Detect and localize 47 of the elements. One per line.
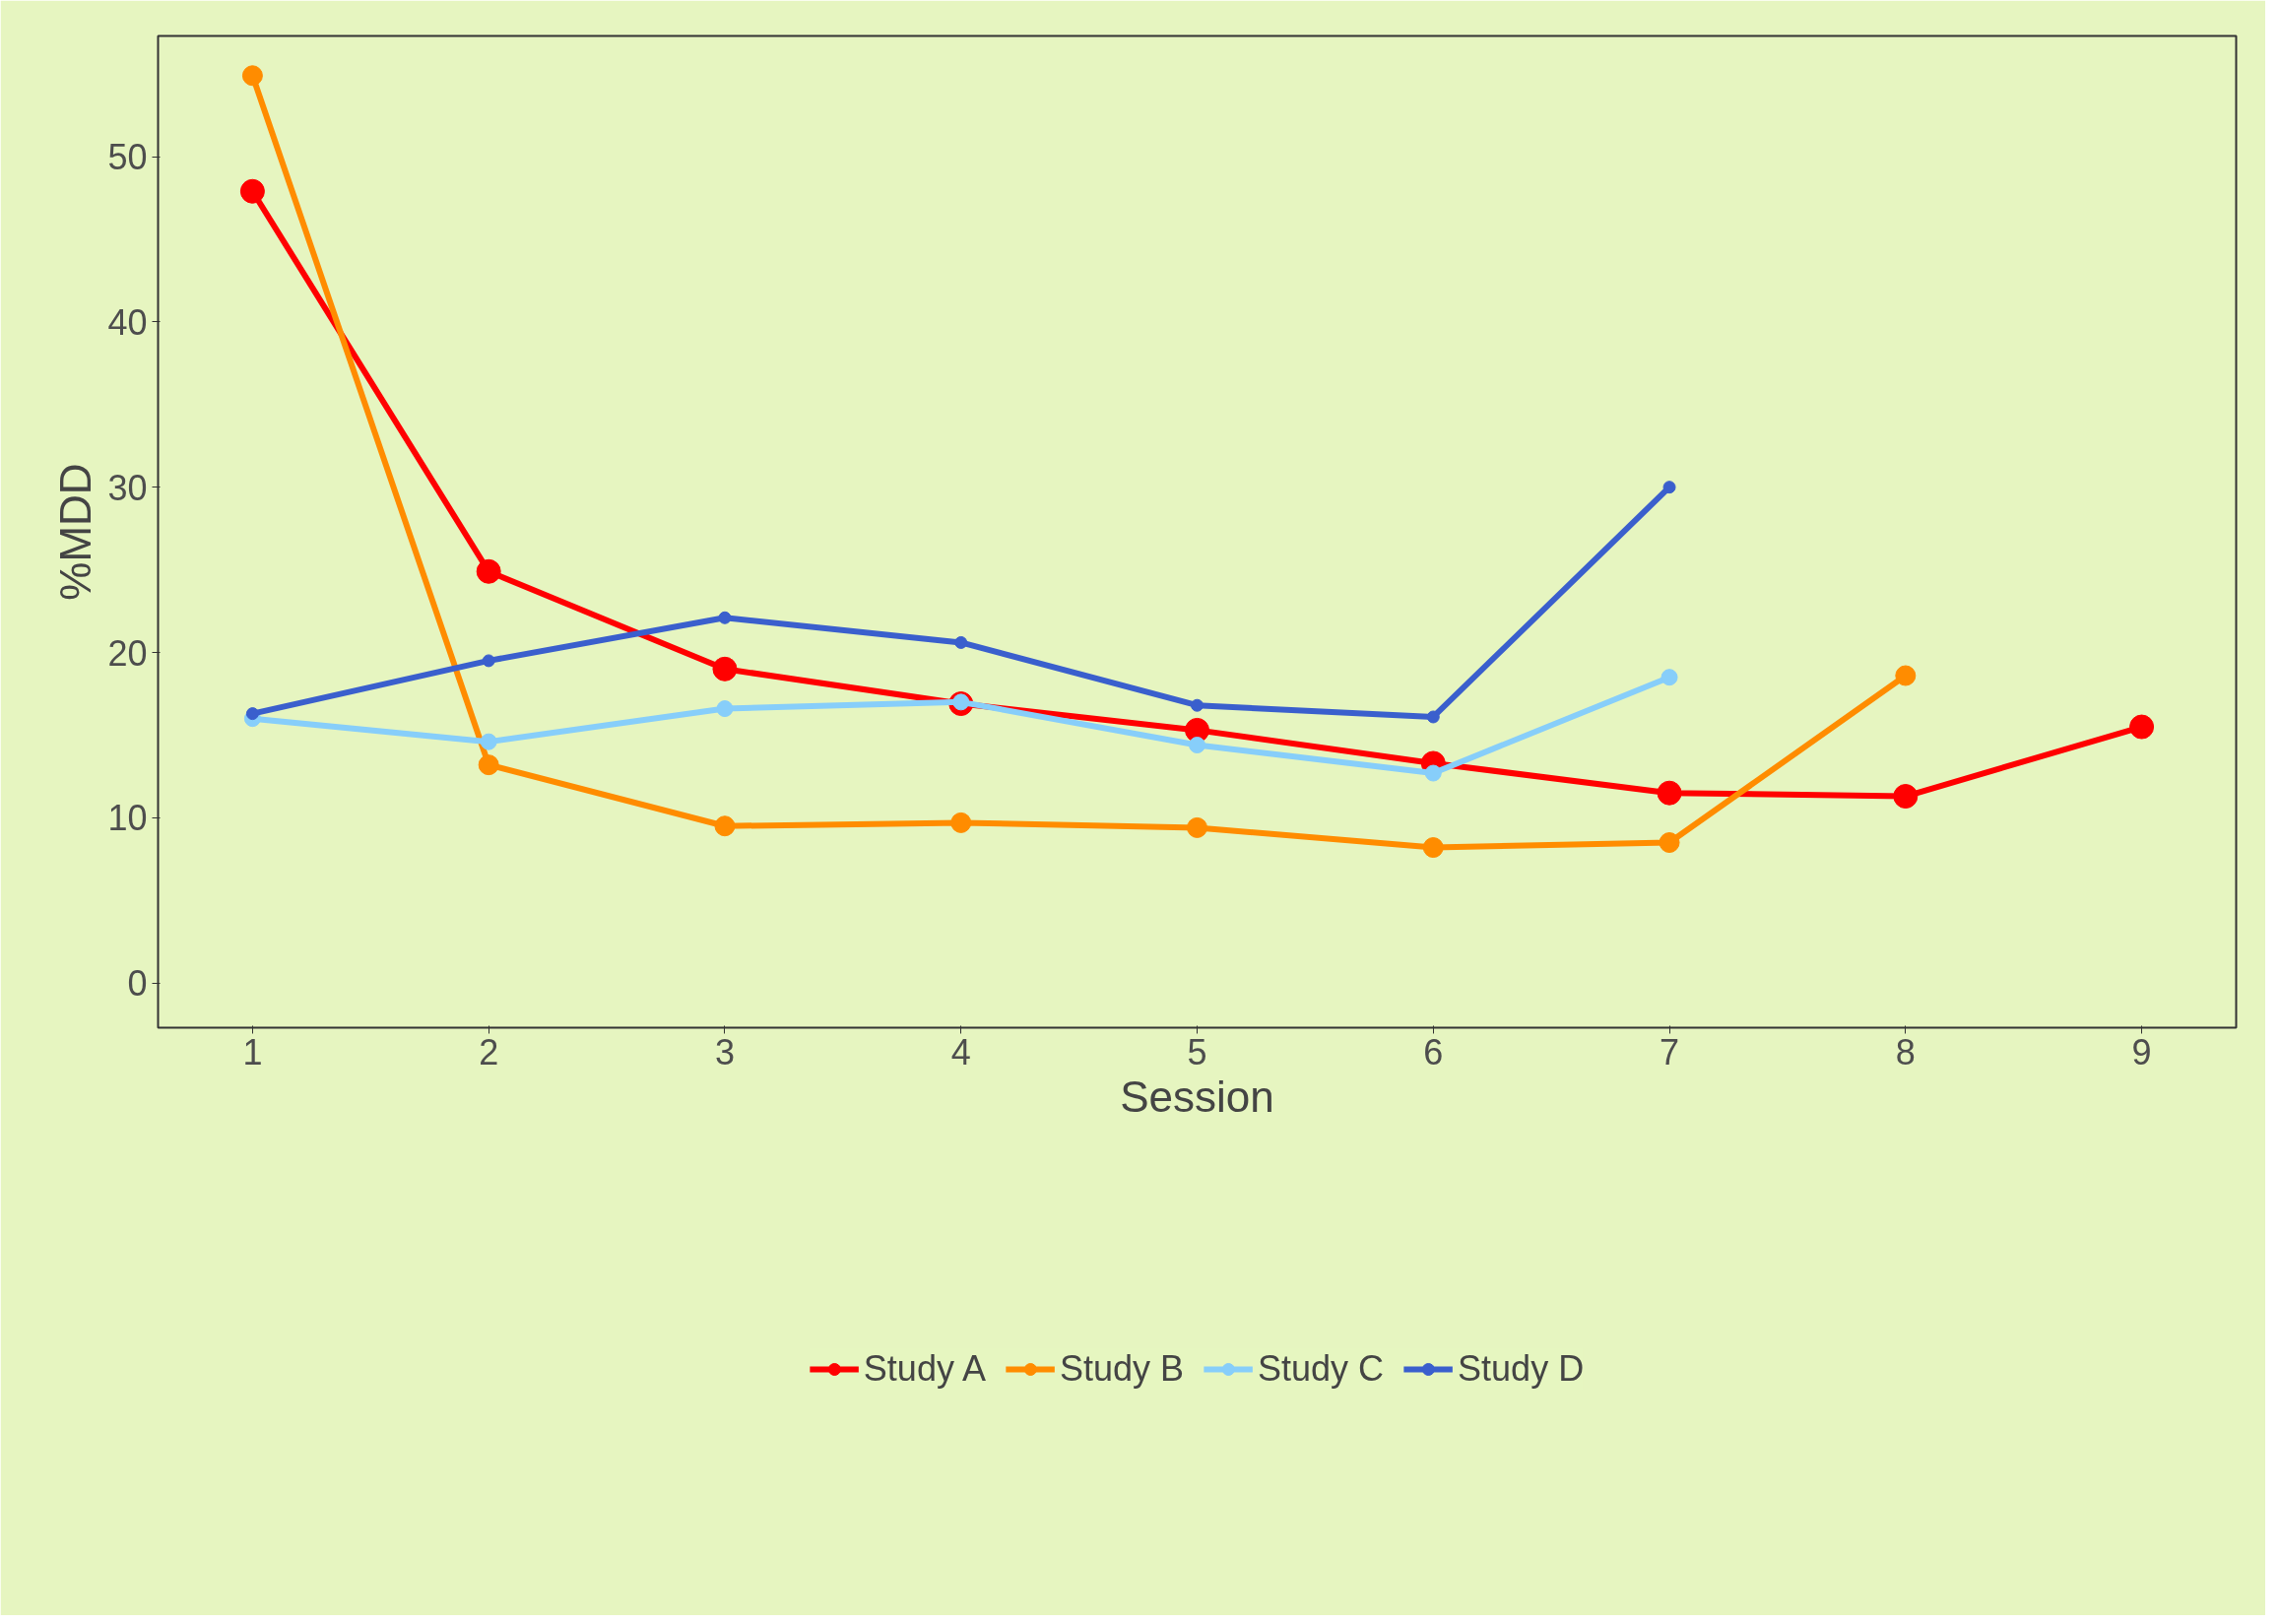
x-tick-label: 4 (950, 1031, 971, 1072)
y-tick-label: 30 (107, 467, 148, 508)
x-tick-label: 2 (479, 1031, 499, 1072)
x-tick-label: 7 (1660, 1031, 1680, 1072)
point (1895, 665, 1917, 686)
point (1893, 784, 1919, 810)
legend-label: Study B (1059, 1348, 1185, 1390)
point (482, 654, 495, 668)
x-tick-label: 3 (714, 1031, 735, 1072)
y-tick-label: 50 (107, 137, 148, 178)
point (712, 656, 738, 682)
x-tick-label: 5 (1187, 1031, 1207, 1072)
point (1426, 710, 1440, 724)
point (1659, 832, 1680, 854)
point (2129, 714, 2155, 740)
point (1662, 481, 1676, 494)
y-tick-label: 10 (107, 798, 148, 839)
point (1657, 780, 1682, 806)
point (716, 700, 734, 718)
x-axis-title: Session (1120, 1072, 1274, 1121)
point (718, 611, 732, 624)
point (478, 754, 499, 776)
x-tick-label: 1 (242, 1031, 263, 1072)
y-tick-label: 20 (107, 632, 148, 674)
legend-label: Study C (1258, 1348, 1385, 1390)
point (1424, 764, 1442, 782)
point (1187, 816, 1207, 838)
legend-label: Study D (1458, 1348, 1585, 1390)
point (714, 815, 736, 837)
point (239, 178, 265, 204)
x-tick-label: 8 (1895, 1031, 1916, 1072)
point (1660, 669, 1678, 686)
y-axis-title: %MDD (51, 463, 100, 601)
point (1189, 737, 1205, 753)
x-tick-label: 6 (1423, 1031, 1444, 1072)
point (1191, 698, 1204, 712)
point (1422, 837, 1444, 859)
point (480, 733, 497, 750)
point (954, 635, 968, 649)
x-tick-label: 9 (2131, 1031, 2152, 1072)
point (476, 558, 501, 584)
point (950, 812, 972, 833)
point (241, 65, 263, 87)
legend-label: Study A (863, 1348, 986, 1390)
y-tick-label: 40 (107, 301, 148, 343)
y-tick-label: 0 (127, 963, 148, 1005)
point (245, 707, 259, 721)
